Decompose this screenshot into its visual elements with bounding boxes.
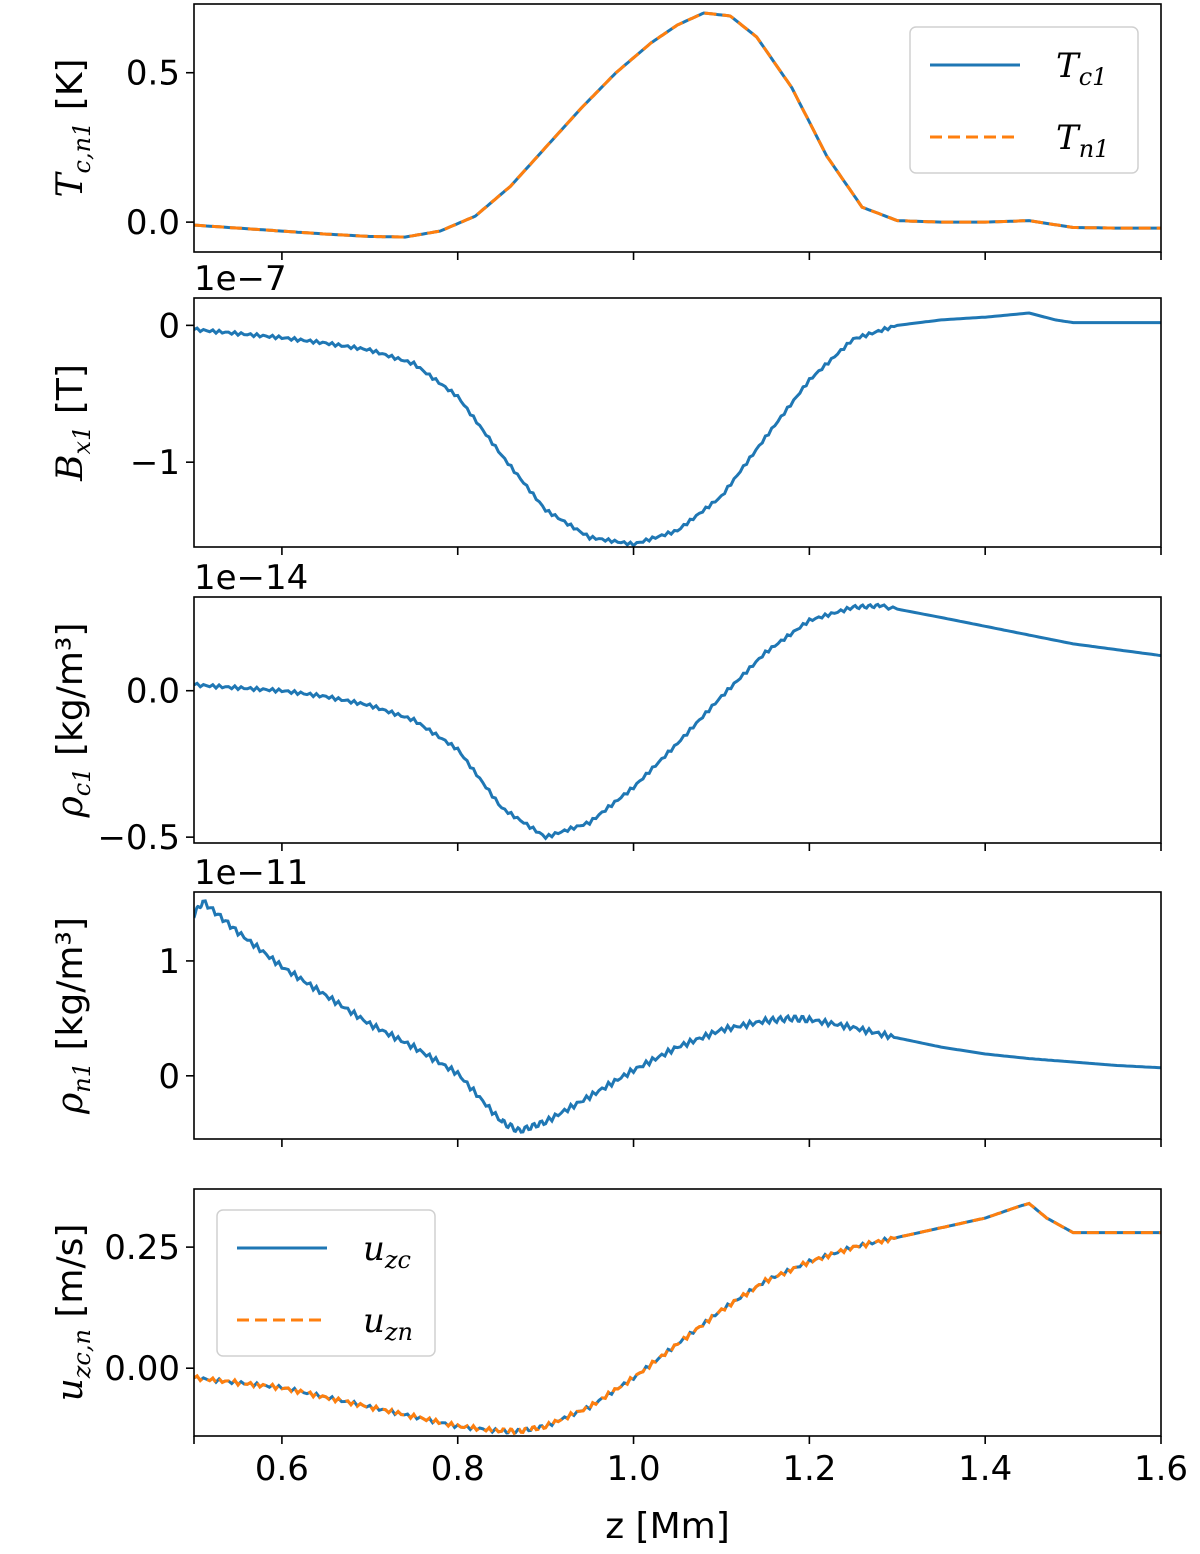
panel-2-offset-text: 1e−7 bbox=[194, 259, 287, 299]
xtick-label-0.8: 0.8 bbox=[431, 1449, 485, 1489]
panel-3-ytick-label-−0.5: −0.5 bbox=[97, 818, 180, 858]
panel-2-series-x1-line bbox=[194, 311, 1161, 547]
panel-3: 0.0 −0.5 1e−14 ρc1 [kg/m³] bbox=[50, 558, 1162, 858]
panel-5-ylabel: uzc,n [m/s] bbox=[50, 1224, 96, 1402]
xtick-label-1.0: 1.0 bbox=[607, 1449, 661, 1489]
panels: 0.0 0.5 Tc,n1 [K] Tc1 Tn1 0 −1 1e−7 Bx1 [T] 0.0 −0… bbox=[50, 3, 1188, 1547]
panel-1-ytick-label-0.0: 0.0 bbox=[126, 203, 180, 243]
panel-2-ytick-label-0: 0 bbox=[158, 306, 180, 346]
panel-4-ytick-label-0: 0 bbox=[158, 1057, 180, 1097]
panel-3-axes-frame bbox=[193, 596, 1162, 844]
panel-4-ylabel: ρn1 [kg/m³] bbox=[50, 917, 96, 1115]
legend-label-c1: Tc1 bbox=[1056, 46, 1107, 91]
panel-2-ylabel: Bx1 [T] bbox=[50, 364, 96, 482]
panel-3-ytick-label-0.0: 0.0 bbox=[126, 672, 180, 712]
x-axis-label: z [Mm] bbox=[605, 1506, 730, 1547]
legend-label-zc: uzc bbox=[363, 1229, 411, 1274]
legend-label-zn: uzn bbox=[363, 1301, 413, 1346]
panel-5-legend: uzc uzn bbox=[216, 1209, 436, 1357]
panel-1-axes-frame bbox=[193, 3, 1162, 253]
panel-2-ytick-label-−1: −1 bbox=[130, 443, 180, 483]
panel-5-ytick-label-0.25: 0.25 bbox=[104, 1228, 180, 1268]
xtick-label-1.6: 1.6 bbox=[1134, 1449, 1188, 1489]
xtick-label-0.6: 0.6 bbox=[255, 1449, 309, 1489]
panel-1-legend: Tc1 Tn1 bbox=[909, 26, 1139, 174]
panel-4-axes-frame bbox=[193, 891, 1162, 1140]
xtick-label-1.2: 1.2 bbox=[782, 1449, 836, 1489]
panel-3-ylabel: ρc1 [kg/m³] bbox=[50, 623, 96, 819]
panel-5-series-zn-line bbox=[194, 1201, 1161, 1436]
panel-3-offset-text: 1e−14 bbox=[194, 558, 308, 598]
panel-5-ytick-label-0.00: 0.00 bbox=[104, 1349, 180, 1389]
legend-label-n1: Tn1 bbox=[1056, 118, 1109, 163]
xtick-label-1.4: 1.4 bbox=[958, 1449, 1012, 1489]
panel-1: 0.0 0.5 Tc,n1 [K] Tc1 Tn1 bbox=[50, 3, 1162, 260]
panel-3-series-c1-line bbox=[194, 602, 1161, 841]
panel-2-axes-frame bbox=[193, 297, 1162, 548]
panel-4: 1 0 1e−11 ρn1 [kg/m³] bbox=[50, 853, 1162, 1147]
panel-4-ytick-label-1: 1 bbox=[158, 942, 180, 982]
panel-5-axes-frame bbox=[193, 1188, 1162, 1437]
panel-1-series-n1-line bbox=[194, 11, 1161, 239]
panel-1-ytick-label-0.5: 0.5 bbox=[126, 54, 180, 94]
panel-2: 0 −1 1e−7 Bx1 [T] bbox=[50, 259, 1162, 555]
panel-1-ylabel: Tc,n1 [K] bbox=[50, 59, 96, 198]
panel-4-offset-text: 1e−11 bbox=[194, 853, 308, 893]
panel-4-series-n1-line bbox=[194, 899, 1161, 1134]
